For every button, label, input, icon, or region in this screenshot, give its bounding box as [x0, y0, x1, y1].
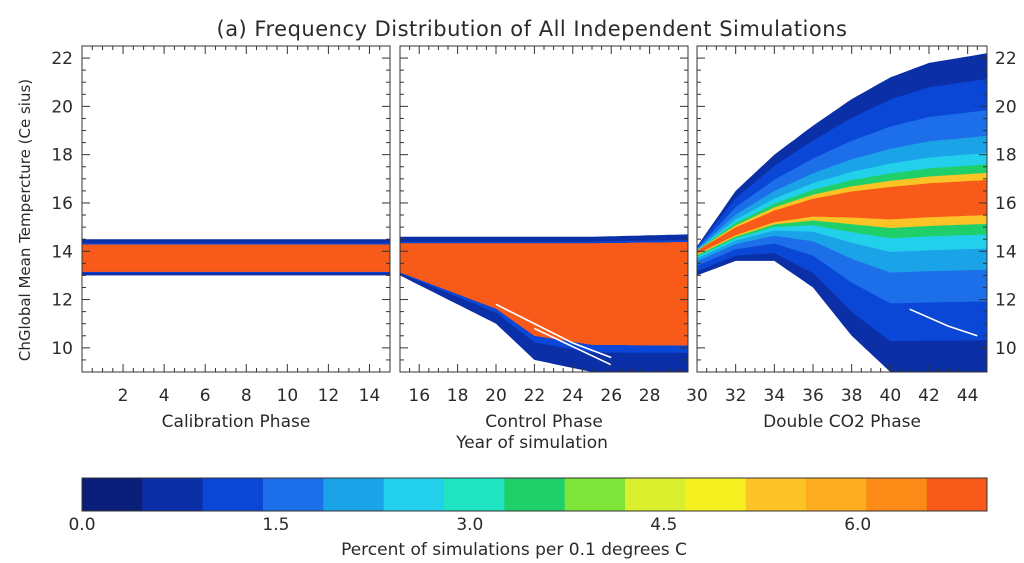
text-layer: (a) Frequency Distribution of All Indepe… [16, 17, 848, 560]
x-tick-label: 14 [359, 386, 381, 406]
density-gap [534, 327, 612, 366]
y-tick-label-right: 12 [995, 291, 1017, 311]
colorbar-swatch [625, 478, 686, 511]
y-tick-label-right: 14 [995, 242, 1017, 262]
x-tick-label: 34 [764, 386, 786, 406]
density-core [82, 251, 390, 271]
colorbar-layer: 0.0 1.5 3.0 4.5 6.0 [68, 477, 988, 535]
colorbar-label: Percent of simulations per 0.1 degrees C [341, 540, 687, 560]
x-tick-label: 16 [408, 386, 430, 406]
y-tick-label: 22 [51, 49, 73, 69]
density-gap [793, 284, 862, 359]
density-core [400, 254, 688, 275]
y-tick-label: 16 [51, 194, 73, 214]
y-tick-label-right: 20 [995, 97, 1017, 117]
phase-label: Control Phase [485, 412, 603, 432]
colorbar-tick-label: 6.0 [844, 515, 871, 535]
x-tick-label: 8 [241, 386, 252, 406]
colorbar-tick-label: 4.5 [650, 515, 677, 535]
x-tick-label: 20 [485, 386, 507, 406]
y-tick-label: 20 [51, 97, 73, 117]
phase-label: Double CO2 Phase [763, 412, 921, 432]
panel-frame [81, 45, 391, 373]
x-tick-label: 18 [447, 386, 469, 406]
density-gap [495, 303, 612, 359]
x-tick-label: 24 [562, 386, 584, 406]
x-tick-label: 22 [524, 386, 546, 406]
y-tick-label: 18 [51, 146, 73, 166]
x-tick-label: 30 [686, 386, 708, 406]
x-tick-label: 32 [725, 386, 747, 406]
colorbar-swatch [263, 478, 324, 511]
colorbar-swatch [685, 478, 747, 511]
colorbar-swatch [383, 478, 445, 511]
colorbar-swatch [745, 478, 807, 511]
x-tick-label: 38 [841, 386, 863, 406]
y-tick-label: 10 [51, 339, 73, 359]
heatmap-layer [82, 53, 987, 372]
x-tick-label: 2 [118, 386, 129, 406]
x-tick-label: 4 [159, 386, 170, 406]
colorbar-tick-label: 1.5 [262, 515, 289, 535]
density-band [697, 180, 987, 254]
colorbar-swatch [142, 478, 204, 511]
y-tick-label-right: 18 [995, 146, 1017, 166]
colorbar-frame [81, 477, 988, 512]
chart-title: (a) Frequency Distribution of All Indepe… [217, 17, 848, 41]
colorbar-swatch [202, 478, 264, 511]
x-tick-label: 44 [957, 386, 979, 406]
x-tick-label: 10 [277, 386, 299, 406]
colorbar-swatch [444, 478, 505, 511]
colorbar-swatch [564, 478, 626, 511]
x-tick-label: 36 [802, 386, 824, 406]
phase-label: Calibration Phase [162, 412, 311, 432]
x-tick-label: 40 [880, 386, 902, 406]
x-tick-label: 28 [639, 386, 661, 406]
colorbar-swatch [323, 478, 385, 511]
colorbar-swatch [82, 478, 143, 511]
y-tick-label-right: 22 [995, 49, 1017, 69]
colorbar-swatch [866, 478, 928, 511]
x-axis-label: Year of simulation [455, 433, 608, 453]
y-tick-label-right: 16 [995, 194, 1017, 214]
y-tick-label: 14 [51, 242, 73, 262]
colorbar-tick-label: 3.0 [456, 515, 483, 535]
colorbar-tick-label: 0.0 [68, 515, 95, 535]
x-tick-label: 12 [318, 386, 340, 406]
y-tick-label-right: 10 [995, 339, 1017, 359]
colorbar-swatch [504, 478, 566, 511]
y-tick-label: 12 [51, 291, 73, 311]
x-tick-label: 42 [918, 386, 940, 406]
y-axis-label: ChGlobal Mean Tempercture (Ce sius) [16, 79, 34, 361]
colorbar-swatch [806, 478, 867, 511]
colorbar-swatch [926, 478, 988, 511]
x-tick-label: 6 [200, 386, 211, 406]
density-gap [909, 308, 978, 337]
x-tick-label: 26 [600, 386, 622, 406]
density-gap [812, 291, 872, 361]
